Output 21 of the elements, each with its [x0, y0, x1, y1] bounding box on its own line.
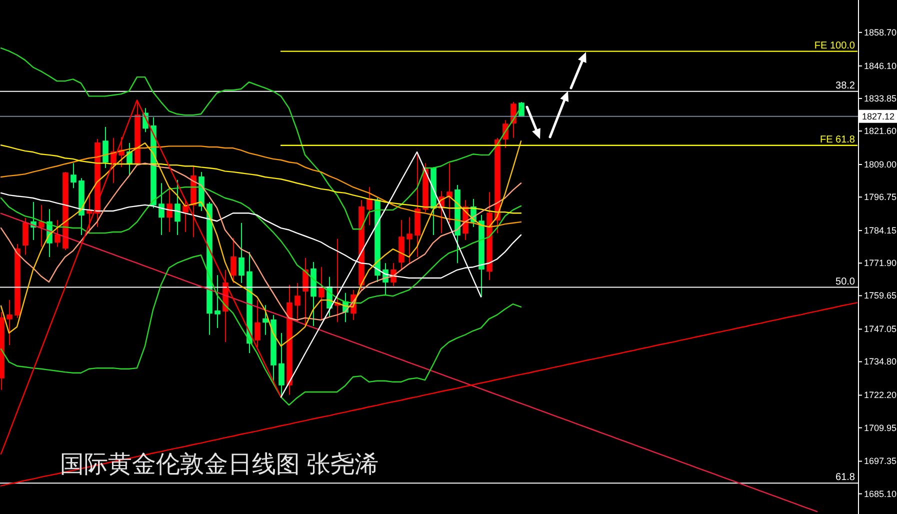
y-tick-label: 1858.70 — [864, 27, 897, 38]
level-label: FE 61.8 — [820, 134, 855, 146]
level-label: FE 100.0 — [814, 40, 855, 52]
y-tick-label: 1784.15 — [864, 226, 897, 236]
level-label: 50.0 — [836, 276, 855, 288]
y-tick-label: 1685.10 — [864, 488, 897, 499]
y-tick-label: 1759.65 — [864, 290, 897, 301]
y-tick-label: 1796.75 — [864, 192, 897, 202]
y-tick-label: 1734.80 — [864, 356, 897, 367]
y-tick-label: 1846.10 — [864, 60, 897, 71]
y-tick-label: 1697.35 — [864, 456, 897, 466]
y-tick-label: 1821.60 — [864, 126, 897, 136]
y-tick-label: 1809.00 — [864, 160, 897, 170]
y-tick-label: 1833.85 — [864, 93, 897, 104]
y-tick-label: 1709.95 — [864, 422, 897, 433]
y-tick-label: 1771.90 — [864, 258, 897, 268]
level-label: 61.8 — [836, 472, 855, 484]
level-label: 38.2 — [836, 80, 855, 92]
price-label: 1827.12 — [862, 111, 895, 122]
y-tick-label: 1747.05 — [864, 324, 897, 334]
y-tick-label: 1722.20 — [864, 390, 897, 400]
